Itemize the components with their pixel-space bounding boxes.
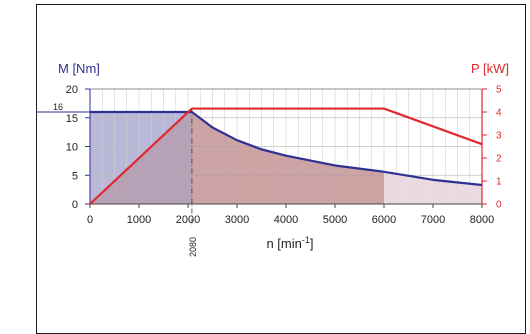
- x-tick-label: 5000: [323, 214, 347, 226]
- right-tick-label: 1: [496, 177, 502, 188]
- x-tick-label: 6000: [372, 214, 396, 226]
- torque-curve: [90, 110, 483, 187]
- right-axis-label: P [kW]: [471, 61, 509, 76]
- x-tick-label: 8000: [470, 214, 494, 226]
- right-tick-label: 0: [496, 200, 502, 211]
- corner-speed-label: 2080: [188, 237, 198, 257]
- x-axis-label: n [min-1]: [266, 235, 313, 251]
- left-extra-tick-label: 16: [53, 102, 63, 112]
- x-tick-label: 2000: [176, 214, 200, 226]
- right-tick-label: 5: [496, 85, 502, 96]
- power-curve: [89, 107, 483, 205]
- right-tick-label: 4: [496, 108, 502, 119]
- torque-plateau-area: [191, 112, 384, 204]
- left-axis-label: M [Nm]: [58, 61, 100, 76]
- torque-tail-area: [384, 171, 482, 204]
- right-tick-label: 2: [496, 154, 502, 165]
- right-tick-label: 3: [496, 131, 502, 142]
- left-tick-label: 0: [72, 199, 78, 211]
- x-tick-label: 1000: [127, 214, 151, 226]
- left-tick-label: 5: [72, 170, 78, 182]
- left-tick-label: 15: [66, 113, 78, 125]
- left-tick-label: 20: [66, 84, 78, 96]
- x-tick-label: 0: [87, 214, 93, 226]
- x-tick-label: 3000: [225, 214, 249, 226]
- x-tick-label: 4000: [274, 214, 298, 226]
- left-tick-label: 10: [66, 142, 78, 154]
- x-tick-label: 7000: [421, 214, 445, 226]
